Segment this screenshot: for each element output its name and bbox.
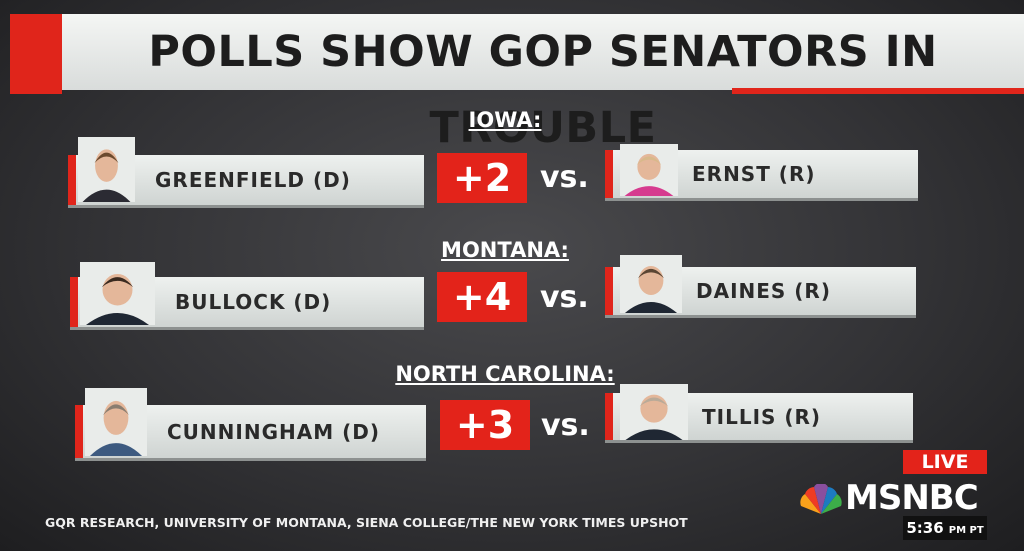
portrait — [80, 262, 155, 325]
live-badge: LIVE — [903, 450, 987, 474]
clock-zone: PM PT — [948, 525, 984, 536]
portrait — [620, 144, 678, 196]
title: POLLS SHOW GOP SENATORS IN TROUBLE — [148, 27, 938, 153]
network-logo: MSNBC — [845, 478, 979, 518]
republican-name: TILLIS (R) — [702, 404, 822, 429]
portrait — [85, 388, 147, 456]
clock: 5:36 PM PT — [903, 516, 987, 540]
clock-time: 5:36 — [906, 519, 944, 537]
title-underline — [732, 88, 1024, 94]
portrait — [620, 384, 688, 440]
state-label: NORTH CAROLINA: — [395, 362, 615, 386]
portrait — [620, 255, 682, 313]
democrat-name: GREENFIELD (D) — [155, 168, 351, 192]
versus: vs. — [540, 160, 589, 195]
republican-name: DAINES (R) — [696, 279, 831, 303]
margin: +3 — [440, 400, 530, 450]
title-bar — [62, 14, 1024, 90]
margin: +2 — [437, 153, 527, 203]
democrat-name: CUNNINGHAM (D) — [167, 419, 380, 444]
state-label: IOWA: — [468, 108, 542, 132]
source: GQR RESEARCH, UNIVERSITY OF MONTANA, SIE… — [45, 515, 688, 530]
republican-name: ERNST (R) — [692, 162, 816, 186]
versus: vs. — [541, 408, 590, 443]
versus: vs. — [540, 280, 589, 315]
democrat-name: BULLOCK (D) — [175, 290, 332, 314]
margin: +4 — [437, 272, 527, 322]
title-accent — [10, 14, 62, 94]
state-label: MONTANA: — [441, 238, 569, 262]
portrait — [78, 137, 135, 202]
peacock-logo — [800, 484, 842, 514]
